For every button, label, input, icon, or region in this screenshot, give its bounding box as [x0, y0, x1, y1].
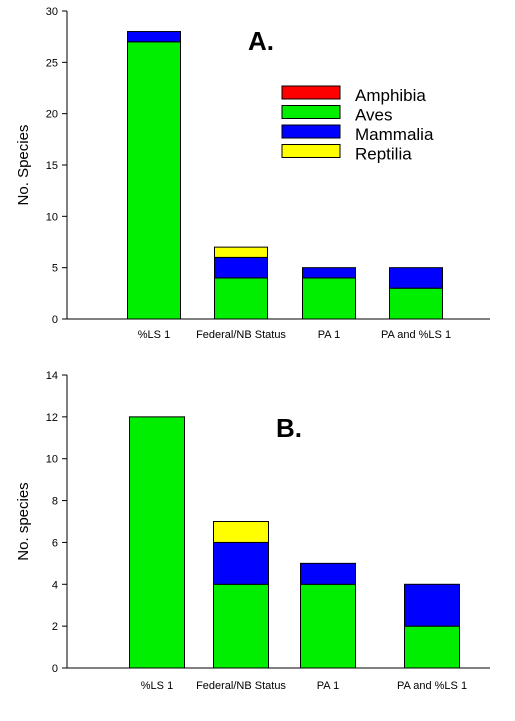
bar-segment-mammalia — [404, 583, 460, 627]
legend-label-reptilia: Reptilia — [355, 145, 412, 164]
category-label: Federal/NB Status — [196, 680, 286, 692]
y-tick-label: 25 — [46, 57, 58, 69]
legend-label-aves: Aves — [355, 106, 393, 125]
panel-label: A. — [248, 26, 274, 56]
bar-segment-reptilia — [214, 246, 268, 258]
bar-segment-mammalia — [127, 31, 181, 43]
bar-segment-mammalia — [302, 267, 356, 279]
y-axis-title: No. Species — [15, 125, 32, 206]
category-label: PA 1 — [318, 329, 340, 341]
bar-segment-aves — [389, 287, 443, 320]
bar-segment-mammalia — [389, 267, 443, 289]
y-tick-label: 6 — [52, 537, 58, 549]
legend-label-amphibia: Amphibia — [355, 86, 426, 105]
bar-segment-aves — [214, 277, 268, 320]
y-tick-label: 10 — [46, 454, 58, 466]
panel-label: B. — [276, 413, 302, 443]
y-tick-label: 0 — [52, 314, 58, 326]
bar-segment-reptilia — [213, 521, 269, 543]
bar-segment-mammalia — [214, 256, 268, 279]
legend-swatch-aves — [281, 105, 341, 119]
legend-swatch-mammalia — [281, 124, 341, 139]
y-tick-label: 0 — [52, 663, 58, 675]
category-label: Federal/NB Status — [196, 329, 286, 341]
category-label: PA and %LS 1 — [381, 329, 451, 341]
y-tick-label: 8 — [52, 496, 58, 508]
y-tick-label: 12 — [46, 412, 58, 424]
bar-segment-aves — [127, 41, 181, 320]
bar-segment-aves — [300, 583, 356, 669]
category-label: %LS 1 — [141, 680, 173, 692]
y-tick-label: 4 — [52, 579, 58, 591]
y-tick-label: 2 — [52, 621, 58, 633]
category-label: PA and %LS 1 — [397, 680, 467, 692]
y-tick-label: 30 — [46, 6, 58, 18]
category-label: PA 1 — [317, 680, 339, 692]
y-tick-label: 14 — [46, 370, 58, 382]
bar-segment-mammalia — [300, 562, 356, 585]
bar-segment-aves — [404, 625, 460, 669]
y-tick-label: 15 — [46, 160, 58, 172]
bar-segment-aves — [302, 277, 356, 320]
legend-label-mammalia: Mammalia — [355, 125, 434, 144]
y-tick-label: 5 — [52, 263, 58, 275]
bar-segment-mammalia — [213, 541, 269, 585]
bar-segment-aves — [129, 416, 185, 669]
legend-swatch-reptilia — [281, 144, 341, 158]
y-tick-label: 20 — [46, 109, 58, 121]
y-axis-title: No. species — [15, 482, 32, 560]
legend-swatch-amphibia — [281, 85, 341, 100]
category-label: %LS 1 — [138, 329, 170, 341]
y-tick-label: 10 — [46, 211, 58, 223]
bar-segment-aves — [213, 583, 269, 669]
